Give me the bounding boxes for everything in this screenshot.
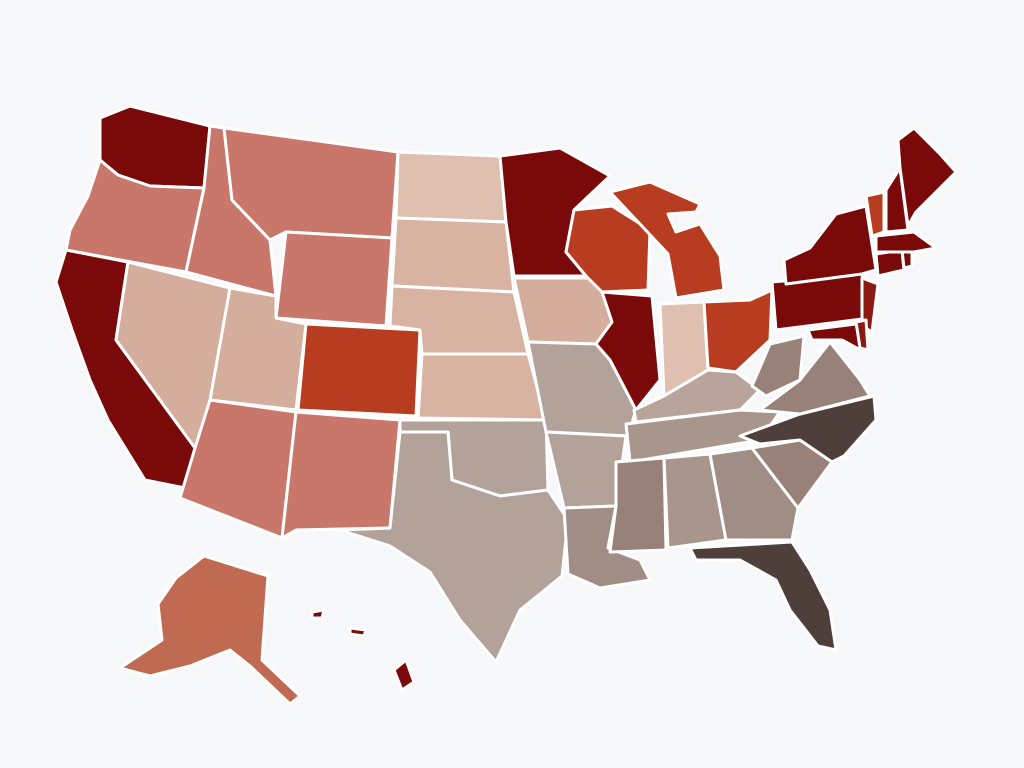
state-IL[interactable] [594, 290, 662, 412]
state-GA[interactable] [708, 446, 800, 542]
state-OH[interactable] [702, 288, 774, 374]
state-HI[interactable] [310, 608, 416, 692]
state-DE[interactable] [854, 318, 870, 352]
state-NM[interactable] [280, 410, 402, 540]
state-MD[interactable] [806, 322, 866, 354]
state-MS[interactable] [608, 456, 668, 554]
state-SD[interactable] [390, 216, 516, 294]
state-CT[interactable] [874, 248, 906, 278]
state-CO[interactable] [296, 322, 422, 418]
state-KS[interactable] [416, 352, 548, 422]
state-MA[interactable] [874, 230, 938, 254]
state-AK[interactable] [118, 554, 302, 706]
state-WY[interactable] [274, 230, 394, 328]
state-MI[interactable] [608, 180, 726, 300]
state-VT[interactable] [864, 190, 886, 238]
state-NY[interactable] [782, 204, 878, 286]
state-NH[interactable] [884, 166, 910, 234]
state-ME[interactable] [896, 126, 958, 228]
state-FL[interactable] [688, 540, 838, 652]
state-ND[interactable] [394, 150, 508, 224]
state-WV[interactable] [750, 334, 806, 398]
state-TX[interactable] [338, 430, 570, 664]
state-AR[interactable] [544, 430, 628, 510]
state-AZ[interactable] [178, 398, 298, 540]
state-WI[interactable] [564, 204, 652, 294]
